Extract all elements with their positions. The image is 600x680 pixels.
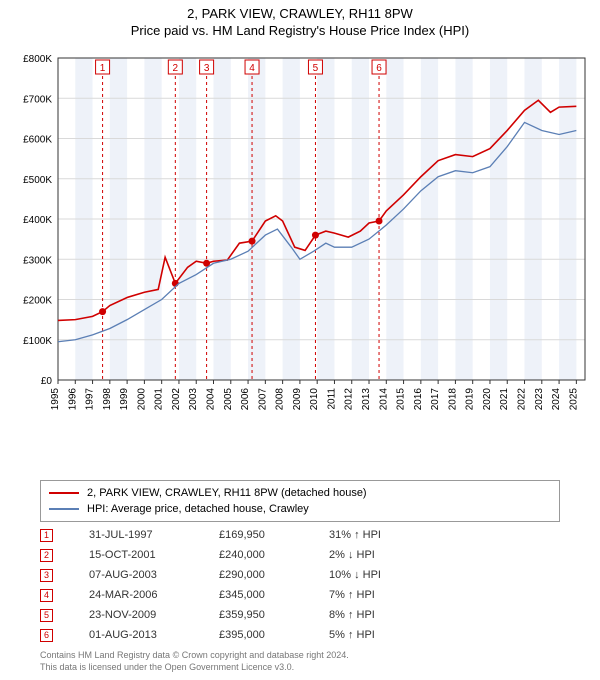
sale-price: £395,000: [219, 629, 329, 641]
page: 2, PARK VIEW, CRAWLEY, RH11 8PW Price pa…: [0, 0, 600, 680]
sale-date: 24-MAR-2006: [89, 589, 219, 601]
svg-text:2021: 2021: [499, 388, 510, 411]
svg-text:2024: 2024: [551, 388, 562, 411]
svg-text:1998: 1998: [102, 388, 113, 411]
svg-text:3: 3: [204, 63, 210, 74]
svg-text:1999: 1999: [119, 388, 130, 411]
svg-text:2: 2: [173, 63, 179, 74]
sale-date: 07-AUG-2003: [89, 569, 219, 581]
legend-swatch: [49, 492, 79, 494]
svg-text:£400K: £400K: [23, 215, 52, 226]
sale-date: 01-AUG-2013: [89, 629, 219, 641]
footer-attribution: Contains HM Land Registry data © Crown c…: [40, 650, 349, 673]
svg-text:£100K: £100K: [23, 336, 52, 347]
svg-text:2015: 2015: [396, 388, 407, 411]
sale-marker: 4: [40, 589, 53, 602]
sale-hpi-delta: 2% ↓ HPI: [329, 549, 375, 561]
svg-text:2008: 2008: [275, 388, 286, 411]
footer-line: Contains HM Land Registry data © Crown c…: [40, 650, 349, 662]
svg-text:2009: 2009: [292, 388, 303, 411]
svg-text:£800K: £800K: [23, 54, 52, 65]
svg-text:£600K: £600K: [23, 135, 52, 146]
sale-hpi-delta: 8% ↑ HPI: [329, 609, 375, 621]
sale-marker: 2: [40, 549, 53, 562]
svg-text:2012: 2012: [344, 388, 355, 411]
svg-text:1: 1: [100, 63, 106, 74]
svg-text:2016: 2016: [413, 388, 424, 411]
legend: 2, PARK VIEW, CRAWLEY, RH11 8PW (detache…: [40, 480, 560, 522]
legend-item-hpi: HPI: Average price, detached house, Craw…: [49, 501, 551, 517]
legend-item-price-paid: 2, PARK VIEW, CRAWLEY, RH11 8PW (detache…: [49, 485, 551, 501]
svg-text:2022: 2022: [517, 388, 528, 411]
sales-row: 2 15-OCT-2001£240,0002% ↓ HPI: [40, 545, 381, 565]
sale-date: 15-OCT-2001: [89, 549, 219, 561]
legend-swatch: [49, 508, 79, 510]
footer-line: This data is licensed under the Open Gov…: [40, 662, 349, 674]
svg-text:2000: 2000: [136, 388, 147, 411]
svg-text:£700K: £700K: [23, 94, 52, 105]
svg-text:1995: 1995: [50, 388, 61, 411]
svg-text:2004: 2004: [206, 388, 217, 411]
sale-price: £345,000: [219, 589, 329, 601]
legend-label: HPI: Average price, detached house, Craw…: [87, 503, 309, 515]
sales-row: 3 07-AUG-2003£290,00010% ↓ HPI: [40, 565, 381, 585]
chart-svg: £0 £100K £200K £300K £400K £500K £600K £700K £80…: [10, 48, 590, 448]
sale-hpi-delta: 31% ↑ HPI: [329, 529, 381, 541]
sale-hpi-delta: 7% ↑ HPI: [329, 589, 375, 601]
sale-date: 31-JUL-1997: [89, 529, 219, 541]
sales-row: 1 31-JUL-1997£169,95031% ↑ HPI: [40, 525, 381, 545]
svg-text:6: 6: [376, 63, 382, 74]
svg-text:£200K: £200K: [23, 296, 52, 307]
svg-text:1997: 1997: [85, 388, 96, 411]
svg-text:£300K: £300K: [23, 255, 52, 266]
sales-row: 6 01-AUG-2013£395,0005% ↑ HPI: [40, 625, 381, 645]
svg-text:2013: 2013: [361, 388, 372, 411]
sale-price: £290,000: [219, 569, 329, 581]
svg-text:2002: 2002: [171, 388, 182, 411]
svg-text:2020: 2020: [482, 388, 493, 411]
svg-text:1996: 1996: [67, 388, 78, 411]
sale-hpi-delta: 5% ↑ HPI: [329, 629, 375, 641]
sale-marker: 1: [40, 529, 53, 542]
svg-text:2014: 2014: [378, 388, 389, 411]
sales-row: 5 23-NOV-2009£359,9508% ↑ HPI: [40, 605, 381, 625]
svg-text:2010: 2010: [309, 388, 320, 411]
sale-price: £169,950: [219, 529, 329, 541]
svg-text:2003: 2003: [188, 388, 199, 411]
title-block: 2, PARK VIEW, CRAWLEY, RH11 8PW Price pa…: [0, 0, 600, 38]
sale-hpi-delta: 10% ↓ HPI: [329, 569, 381, 581]
legend-label: 2, PARK VIEW, CRAWLEY, RH11 8PW (detache…: [87, 487, 367, 499]
svg-text:2019: 2019: [465, 388, 476, 411]
svg-text:£500K: £500K: [23, 175, 52, 186]
svg-text:2023: 2023: [534, 388, 545, 411]
svg-text:£0: £0: [41, 376, 53, 387]
svg-text:2018: 2018: [447, 388, 458, 411]
sale-price: £359,950: [219, 609, 329, 621]
svg-text:4: 4: [249, 63, 255, 74]
svg-text:5: 5: [313, 63, 319, 74]
svg-text:2011: 2011: [326, 388, 337, 410]
svg-text:2006: 2006: [240, 388, 251, 411]
svg-text:2007: 2007: [257, 388, 268, 411]
svg-text:2001: 2001: [154, 388, 165, 411]
price-chart: £0 £100K £200K £300K £400K £500K £600K £700K £80…: [10, 48, 590, 448]
sale-price: £240,000: [219, 549, 329, 561]
svg-text:2025: 2025: [568, 388, 579, 411]
svg-text:2005: 2005: [223, 388, 234, 411]
sale-marker: 6: [40, 629, 53, 642]
title-address: 2, PARK VIEW, CRAWLEY, RH11 8PW: [0, 6, 600, 21]
sale-marker: 5: [40, 609, 53, 622]
sales-row: 4 24-MAR-2006£345,0007% ↑ HPI: [40, 585, 381, 605]
sales-table: 1 31-JUL-1997£169,95031% ↑ HPI 2 15-OCT-200…: [40, 525, 381, 645]
svg-text:2017: 2017: [430, 388, 441, 411]
title-subtitle: Price paid vs. HM Land Registry's House …: [0, 23, 600, 38]
sale-date: 23-NOV-2009: [89, 609, 219, 621]
sale-marker: 3: [40, 569, 53, 582]
